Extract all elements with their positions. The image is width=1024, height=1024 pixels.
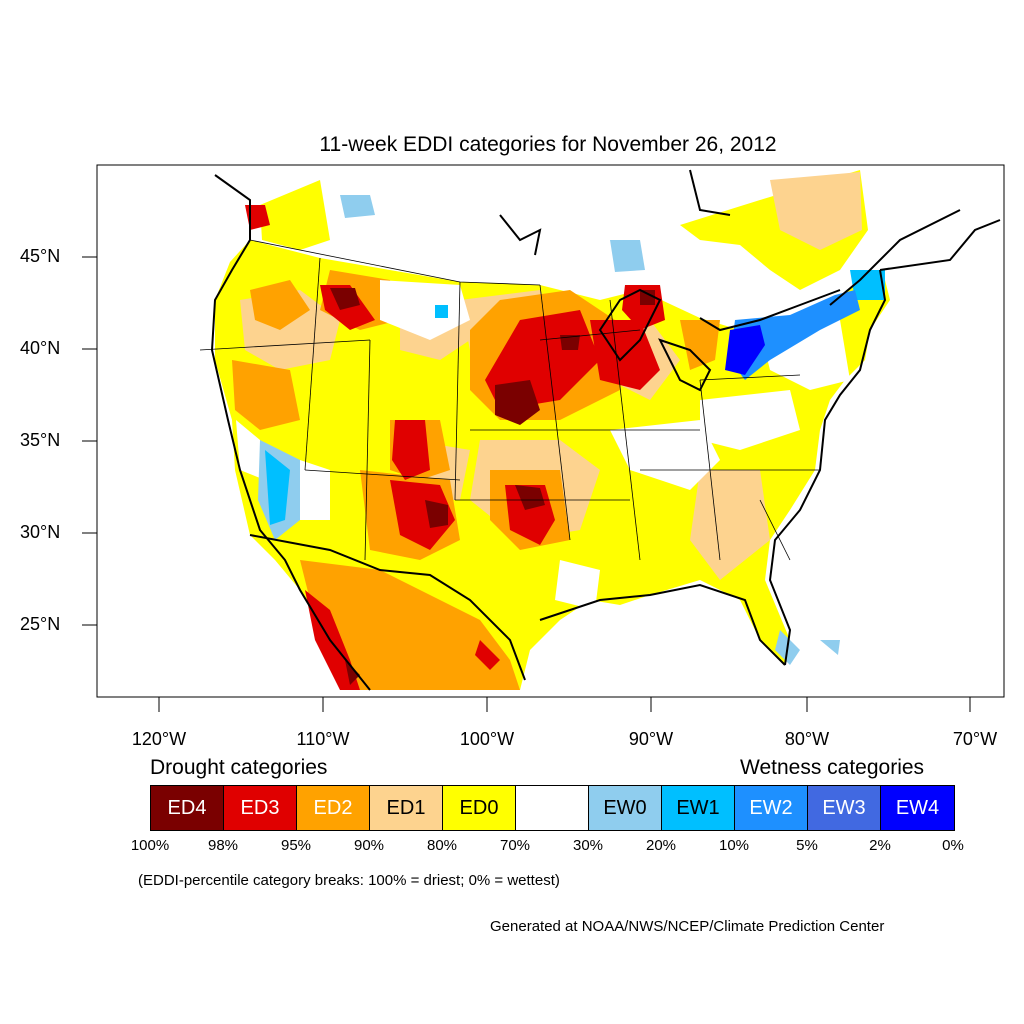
legend-swatch: EW0 xyxy=(589,786,662,830)
map-frame xyxy=(96,164,1005,698)
near-normal-regions xyxy=(236,280,850,610)
ew2-regions xyxy=(730,290,860,380)
lon-label: 120°W xyxy=(131,729,187,749)
legend-swatch: EW4 xyxy=(881,786,954,830)
legend-swatch: EW1 xyxy=(662,786,735,830)
lon-label: 80°W xyxy=(784,729,830,749)
ew4-regions xyxy=(725,325,765,375)
legend-swatch: EW2 xyxy=(735,786,808,830)
lon-label: 110°W xyxy=(296,729,350,749)
legend-percent-label: 98% xyxy=(207,837,239,854)
axis-ticks xyxy=(82,256,971,712)
coastlines xyxy=(210,169,1001,691)
legend-percent-label: 2% xyxy=(869,837,891,854)
lon-label: 70°W xyxy=(952,729,998,749)
lat-label: 25°N xyxy=(20,614,61,634)
drought-categories-heading: Drought categories xyxy=(150,756,328,779)
ed1-regions xyxy=(240,172,862,580)
legend-percent-label: 20% xyxy=(645,837,677,854)
lat-label: 40°N xyxy=(20,338,61,358)
legend-swatch: ED2 xyxy=(297,786,370,830)
ed3-regions xyxy=(245,205,665,690)
legend-percent-label: 100% xyxy=(130,837,170,854)
map-title: 11-week EDDI categories for November 26,… xyxy=(319,133,777,156)
legend-swatch: EW3 xyxy=(808,786,881,830)
legend-percent-label: 10% xyxy=(718,837,750,854)
wetness-categories-heading: Wetness categories xyxy=(740,756,925,779)
ed2-regions xyxy=(232,270,720,690)
legend-percent-label: 30% xyxy=(572,837,604,854)
legend-swatch: ED0 xyxy=(443,786,516,830)
category-breaks-note: (EDDI-percentile category breaks: 100% =… xyxy=(138,872,560,889)
legend-swatch: ED3 xyxy=(224,786,297,830)
credit-line: Generated at NOAA/NWS/NCEP/Climate Predi… xyxy=(490,918,885,935)
legend-percent-label: 80% xyxy=(426,837,458,854)
legend-swatch: ED4 xyxy=(151,786,224,830)
lat-label: 30°N xyxy=(20,522,61,542)
lat-label: 35°N xyxy=(20,430,61,450)
legend-swatch xyxy=(516,786,589,830)
legend-percent-label: 0% xyxy=(942,837,964,854)
legend-percent-label: 70% xyxy=(499,837,531,854)
state-boundaries xyxy=(199,239,820,561)
legend-color-bar: ED4 ED3 ED2 ED1 ED0 EW0 EW1 EW2 EW3 EW4 xyxy=(150,785,955,831)
legend-percent-label: 90% xyxy=(353,837,385,854)
lon-label: 100°W xyxy=(459,729,515,749)
legend-percent-label: 5% xyxy=(796,837,818,854)
lat-label: 45°N xyxy=(20,246,61,266)
canada-yellow-west xyxy=(260,180,330,250)
legend-percent-label: 95% xyxy=(280,837,312,854)
lon-label: 90°W xyxy=(628,729,674,749)
legend-swatch: ED1 xyxy=(370,786,443,830)
